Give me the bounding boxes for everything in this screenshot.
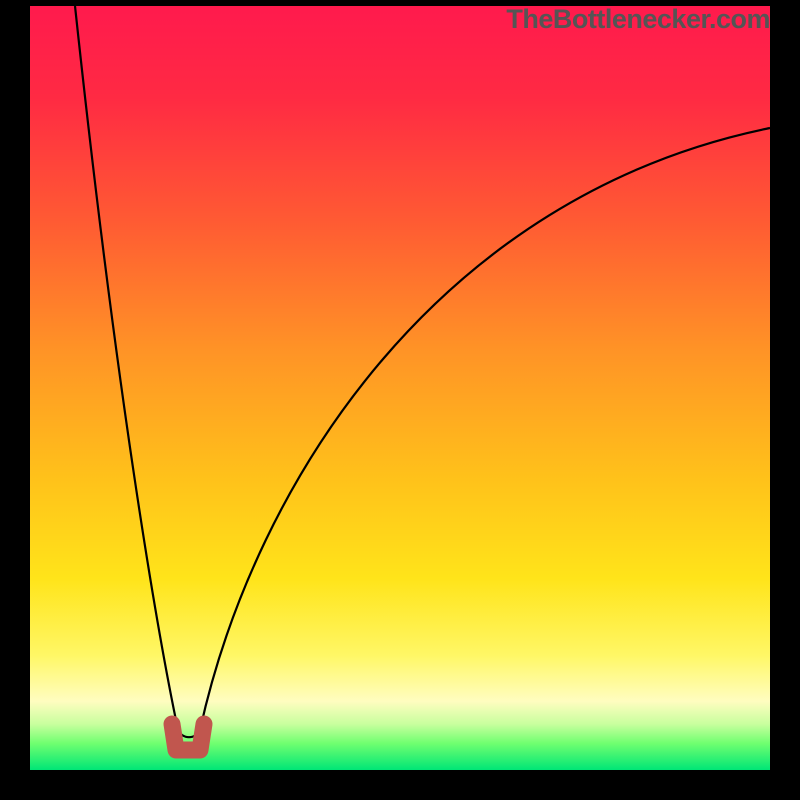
plot-area <box>30 6 770 770</box>
bottleneck-chart <box>0 0 800 800</box>
watermark-text: TheBottlenecker.com <box>506 4 770 35</box>
chart-container: TheBottlenecker.com <box>0 0 800 800</box>
